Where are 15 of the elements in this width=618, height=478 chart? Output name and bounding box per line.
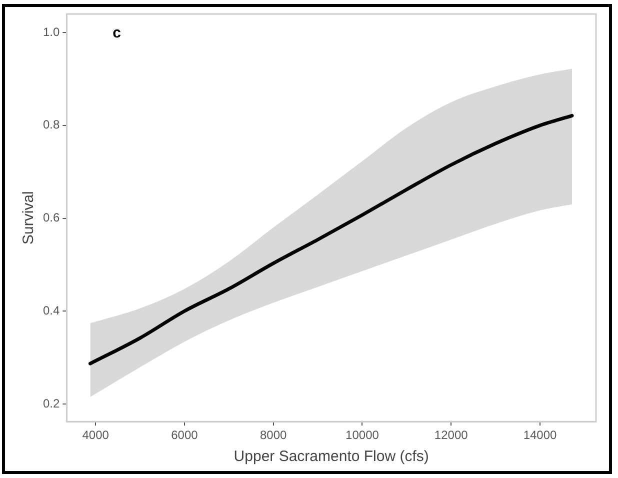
y-axis-title: Survival — [20, 191, 38, 244]
x-tick-label: 12000 — [434, 428, 468, 442]
x-tick-label: 10000 — [346, 428, 380, 442]
y-tick-label: 1.0 — [42, 24, 60, 39]
annotation: c — [112, 24, 122, 42]
y-tick-label: 0.8 — [42, 118, 60, 132]
y-tick-label: 0.4 — [42, 303, 60, 318]
x-tick-label: 6000 — [171, 428, 198, 442]
y-tick-label: 0.6 — [42, 210, 60, 225]
x-tick-label: 4000 — [82, 428, 110, 442]
y-tick-label: 0.2 — [42, 396, 60, 410]
line-series — [88, 114, 574, 366]
x-tick-label: 14000 — [523, 428, 558, 442]
x-tick-label: 8000 — [260, 428, 288, 442]
x-axis-title: Upper Sacramento Flow (cfs) — [234, 448, 429, 466]
